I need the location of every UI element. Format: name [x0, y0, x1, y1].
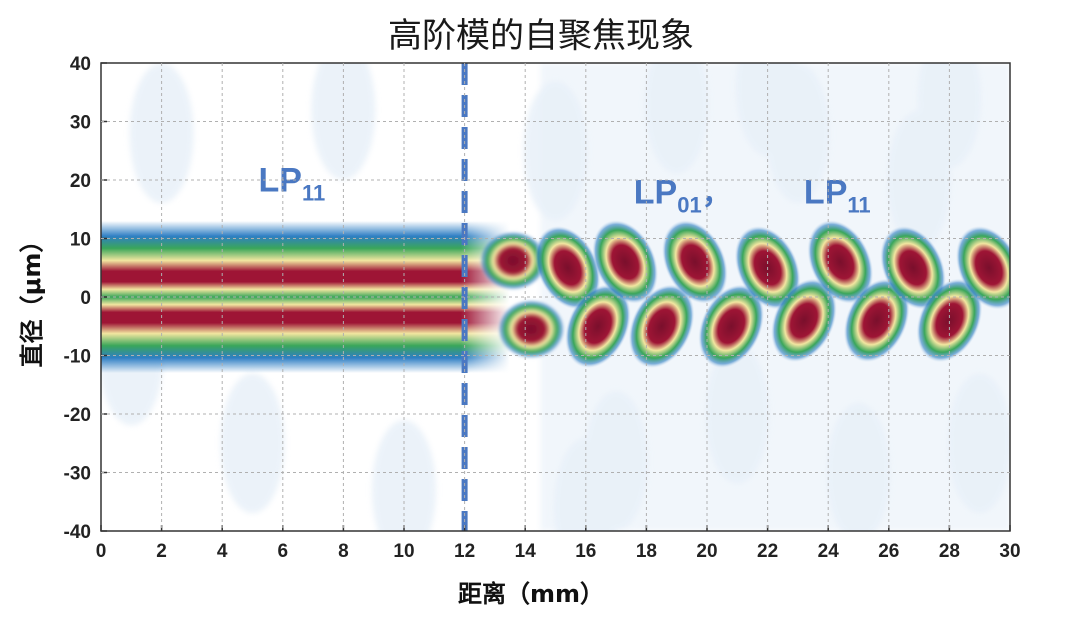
x-tick-label: 30 — [999, 541, 1020, 562]
x-tick-label: 28 — [939, 541, 960, 562]
x-tick-label: 16 — [575, 541, 596, 562]
focus-spot — [955, 225, 1010, 310]
focus-spot — [698, 284, 765, 369]
y-axis-label: 直径（μm） — [18, 229, 46, 368]
haze-patch — [372, 420, 436, 531]
x-axis-label: 距离（mm） — [458, 580, 604, 608]
focus-spot — [592, 220, 659, 304]
grid — [101, 63, 1010, 531]
focus-spot — [843, 278, 910, 363]
x-tick-labels: 0 2 4 6 8 10 12 14 16 18 20 22 24 26 28 30 — [96, 541, 1021, 562]
chart-title: 高阶模的自聚焦现象 — [388, 16, 694, 56]
haze-patch — [311, 63, 376, 180]
focus-spot — [534, 225, 601, 310]
focus-spots — [534, 220, 1010, 369]
y-tick-label: 30 — [70, 113, 91, 134]
haze-patch — [220, 373, 285, 514]
x-tick-label: 20 — [696, 541, 717, 562]
x-tick-label: 26 — [878, 541, 899, 562]
mode-label: LP11 — [259, 162, 326, 206]
focus-spot — [628, 284, 695, 369]
focus-spot — [807, 220, 874, 304]
x-tick-label: 8 — [338, 541, 349, 562]
transition-spot — [497, 299, 566, 360]
x-tick-label: 22 — [757, 541, 778, 562]
transition-region — [479, 230, 566, 360]
focus-spot — [771, 278, 837, 363]
x-tick-label: 6 — [278, 541, 289, 562]
x-tick-label: 14 — [515, 541, 537, 562]
y-tick-label: 10 — [70, 230, 91, 251]
y-tick-label: 40 — [70, 54, 91, 75]
y-tick-label: -40 — [64, 522, 91, 543]
x-tick-label: 0 — [96, 541, 107, 562]
y-tick-label: -20 — [64, 405, 91, 426]
x-tick-label: 2 — [156, 541, 167, 562]
y-tick-labels: 40 30 20 10 0 -10 -20 -30 -40 — [64, 54, 91, 543]
focus-spot — [564, 284, 631, 369]
y-tick-label: -30 — [64, 464, 91, 485]
x-tick-label: 10 — [393, 541, 414, 562]
focus-spot — [661, 220, 728, 304]
mode-annotations: LP11 LP01， LP11 — [259, 162, 871, 218]
y-tick-label: -10 — [64, 347, 91, 368]
focus-spot — [916, 278, 983, 363]
haze-patch — [129, 63, 194, 204]
transition-spot — [479, 230, 548, 291]
y-tick-label: 20 — [70, 171, 91, 192]
x-tick-label: 24 — [818, 541, 840, 562]
x-tick-label: 18 — [636, 541, 657, 562]
x-tick-label: 12 — [454, 541, 475, 562]
y-tick-label: 0 — [80, 288, 91, 309]
x-tick-label: 4 — [217, 541, 228, 562]
focus-spot — [880, 225, 946, 310]
